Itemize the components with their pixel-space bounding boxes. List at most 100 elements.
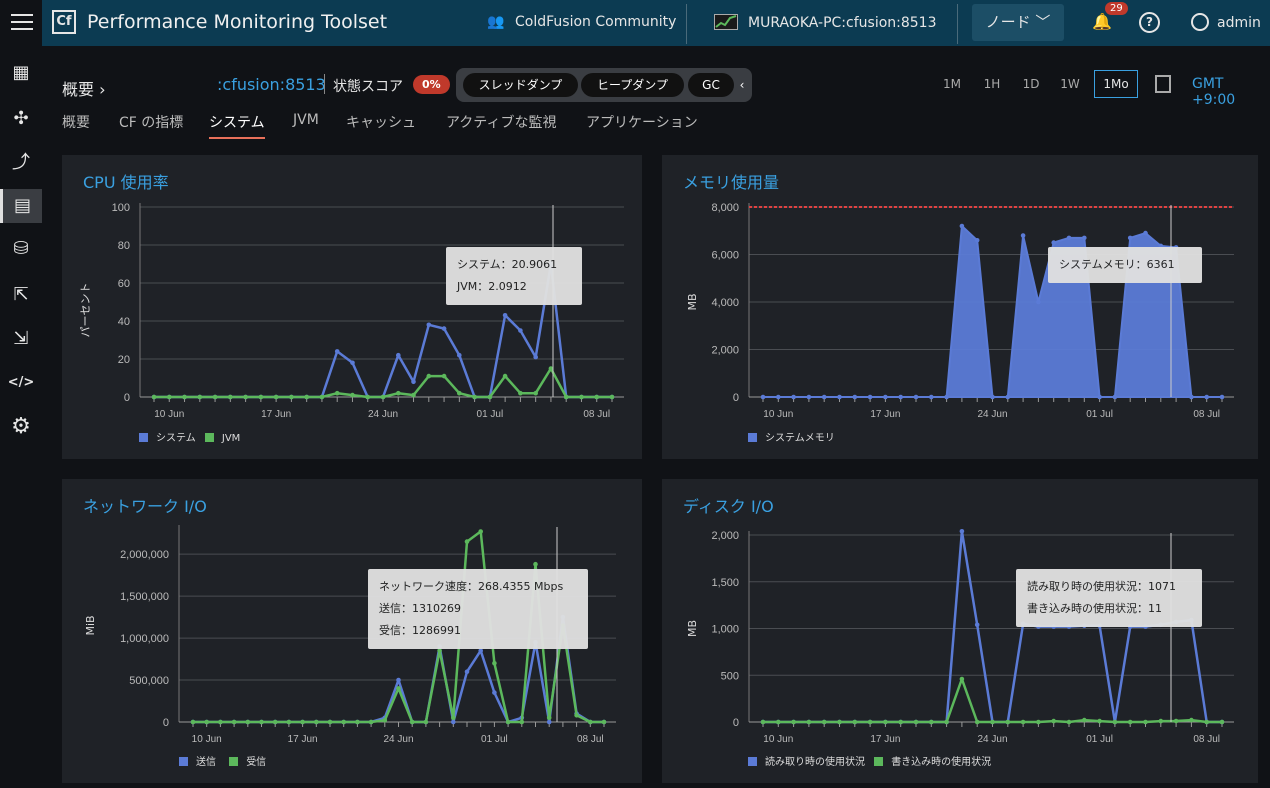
data-point [423, 719, 429, 725]
cpu-tooltip: システム：20.9061 JVM：2.0912 [446, 247, 582, 305]
legend-received[interactable]: 受信 [246, 757, 267, 768]
data-point [1097, 718, 1102, 724]
y-tick-label: 1,000 [711, 624, 739, 636]
gear-icon[interactable]: ⚙ [11, 414, 31, 439]
data-point [380, 394, 386, 400]
tab-overview[interactable]: 概要 [62, 115, 90, 131]
data-point [974, 238, 980, 243]
legend-system[interactable]: システム [156, 433, 196, 444]
data-point [574, 713, 579, 718]
y-tick-label: 60 [118, 278, 130, 290]
network-chart[interactable]: 0 500,000 1,000,000 1,500,000 2,000,000 10 Ju… [62, 479, 642, 783]
disk-chart[interactable]: 0 500 1,000 1,500 2,000 10 Jun 17 Jun 24 Jun 01 … [662, 479, 1258, 783]
data-point [1112, 394, 1118, 400]
cpu-title: CPU 使用率 [83, 173, 169, 192]
topology-icon[interactable]: ✣ [13, 108, 29, 129]
x-tick-label: 01 Jul [477, 409, 504, 420]
range-1h[interactable]: 1H [983, 77, 1001, 91]
heap-dump-button[interactable]: ヒープダンプ [581, 73, 684, 97]
data-point [944, 394, 949, 400]
range-1m[interactable]: 1M [943, 77, 961, 91]
data-point [601, 719, 607, 725]
export-icon[interactable]: ⇱ [13, 284, 29, 305]
network-legend: 送信 受信 [179, 753, 266, 768]
x-tick-label: 24 Jun [977, 409, 1007, 420]
legend-swatch [748, 433, 757, 442]
y-tick-label: 2,000 [711, 345, 739, 357]
data-point [898, 719, 903, 725]
bell-icon[interactable]: 🔔 [1092, 12, 1112, 31]
import-icon[interactable]: ⇲ [13, 328, 29, 349]
divider [686, 4, 687, 44]
data-point [426, 322, 432, 328]
data-point [441, 326, 447, 331]
data-point [760, 394, 766, 400]
data-point [334, 349, 340, 354]
tab-jvm[interactable]: JVM [293, 112, 319, 128]
legend-sent[interactable]: 送信 [196, 757, 216, 768]
monitor-icon[interactable]: ▤ [0, 189, 42, 223]
x-tick-label: 24 Jun [368, 409, 398, 420]
y-tick-label: 0 [124, 392, 130, 404]
data-point [218, 719, 223, 725]
tab-active-monitoring[interactable]: アクティブな監視 [446, 115, 557, 131]
user-menu[interactable]: admin [1191, 13, 1261, 31]
help-icon[interactable]: ? [1139, 12, 1160, 33]
breadcrumb[interactable]: 概要 › [62, 80, 106, 99]
data-point [411, 379, 416, 385]
legend-system-memory[interactable]: システムメモリ [765, 433, 835, 444]
trace-icon[interactable]: ⤴ [12, 152, 30, 173]
range-1mo[interactable]: 1Mo [1094, 70, 1138, 98]
data-point [355, 719, 360, 725]
data-point [760, 719, 766, 725]
network-panel: ネットワーク I/O 0 500,000 1,000,000 1,500,000 2,0… [62, 479, 642, 783]
database-icon[interactable]: ⛁ [13, 238, 29, 259]
thread-dump-button[interactable]: スレッドダンプ [463, 73, 578, 97]
legend-write[interactable]: 書き込み時の使用状況 [891, 757, 992, 768]
menu-icon[interactable] [0, 0, 42, 46]
health-score-label: 状態スコア [333, 79, 403, 95]
tab-cf-metrics[interactable]: CF の指標 [119, 115, 184, 131]
collapse-icon[interactable]: ‹ [739, 78, 745, 92]
data-point [533, 354, 538, 360]
y-tick-label: 1,000,000 [120, 633, 169, 645]
range-1w[interactable]: 1W [1060, 77, 1080, 91]
legend-read[interactable]: 読み取り時の使用状況 [765, 757, 865, 768]
data-point [1082, 235, 1087, 241]
timezone-selector[interactable]: GMT +9:00 [1192, 76, 1236, 108]
data-point [533, 561, 538, 567]
legend-swatch [179, 757, 188, 766]
data-point [1189, 394, 1194, 400]
data-point [1036, 719, 1041, 725]
data-point [1112, 719, 1118, 725]
data-point [806, 394, 812, 400]
data-point [883, 394, 888, 400]
tab-system[interactable]: システム [209, 115, 265, 131]
app-title: Performance Monitoring Toolset [87, 11, 388, 33]
x-tick-label: 10 Jun [763, 409, 793, 420]
tab-cache[interactable]: キャッシュ [346, 115, 416, 131]
series-line [154, 367, 612, 399]
data-point [1066, 235, 1072, 241]
server-selector[interactable]: MURAOKA-PC:cfusion:8513 [714, 14, 937, 31]
legend-jvm[interactable]: JVM [221, 433, 241, 444]
data-point [1143, 230, 1148, 236]
data-point [837, 394, 842, 400]
code-icon[interactable]: </> [7, 375, 35, 390]
x-tick-label: 24 Jun [977, 734, 1007, 745]
data-point [341, 719, 347, 725]
data-point [304, 394, 309, 400]
tab-applications[interactable]: アプリケーション [586, 115, 698, 131]
data-point [1173, 718, 1179, 724]
calendar-icon[interactable] [1155, 75, 1171, 93]
range-1d[interactable]: 1D [1022, 77, 1040, 91]
cpu-chart[interactable]: 0 20 40 60 80 100 10 Jun 17 Jun 24 Jun 01 Jul 08 J… [62, 155, 642, 459]
community-link[interactable]: 👥 ColdFusion Community [487, 14, 676, 30]
data-point [913, 719, 919, 725]
memory-chart[interactable]: 0 2,000 4,000 6,000 8,000 10 Jun 17 Jun 24 Jun 0… [662, 155, 1258, 459]
dashboard-icon[interactable]: ▦ [12, 62, 30, 83]
gc-button[interactable]: GC [688, 73, 734, 97]
node-dropdown[interactable]: ノード ﹀ [972, 4, 1064, 41]
data-point [990, 719, 995, 725]
data-point [231, 719, 237, 725]
